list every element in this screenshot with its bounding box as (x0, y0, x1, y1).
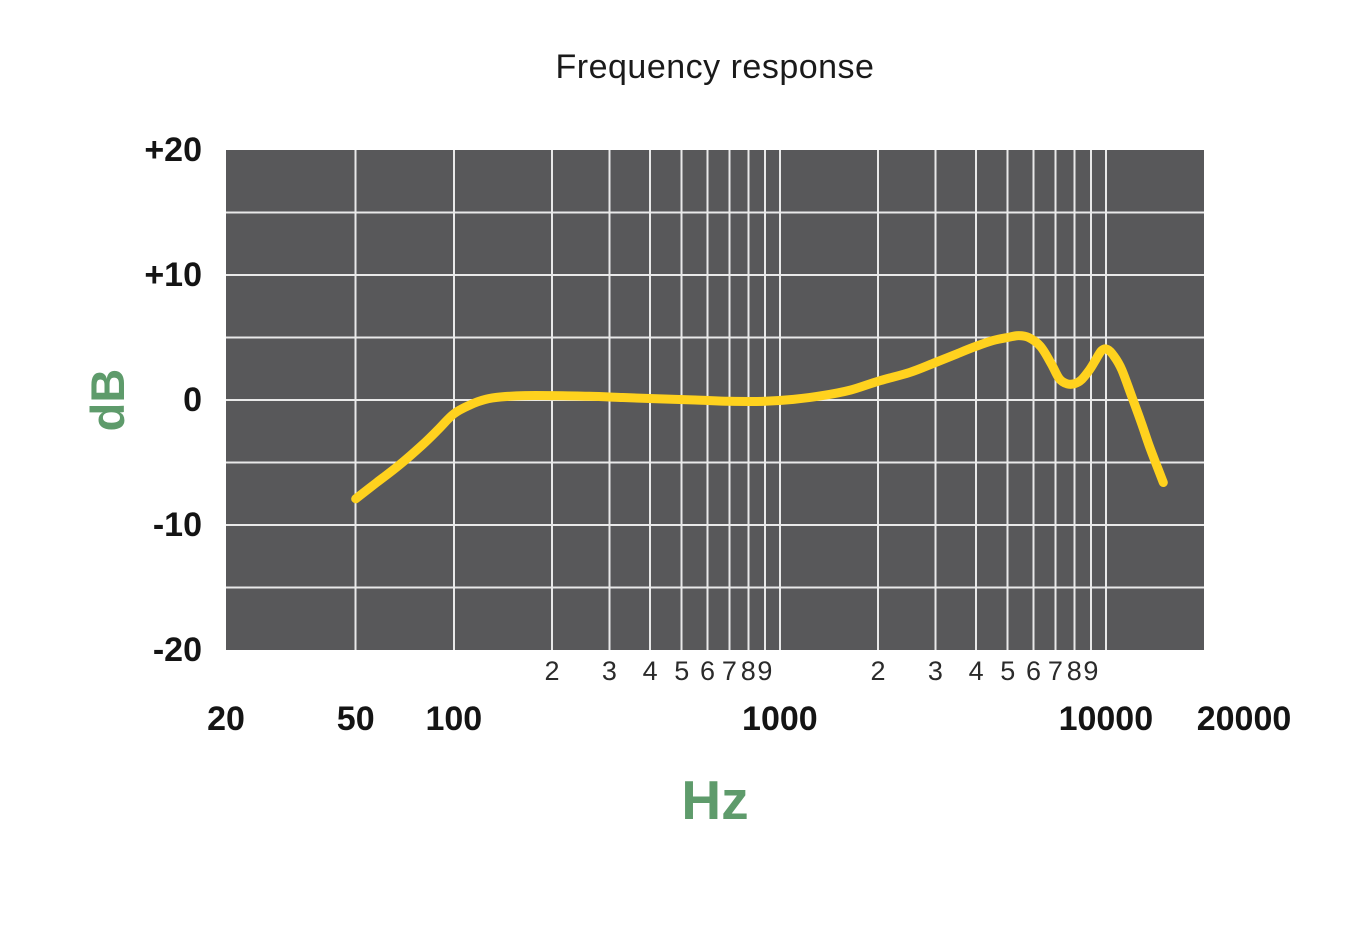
x-minor-tick-label: 7 (721, 656, 737, 686)
y-tick-label: +10 (144, 256, 202, 294)
x-axis-label: Hz (681, 769, 749, 831)
x-major-tick-label: 100 (425, 700, 483, 738)
x-minor-tick-label: 6 (700, 656, 716, 686)
x-major-tick-label: 10000 (1058, 700, 1154, 738)
x-minor-tick-label: 6 (1026, 656, 1042, 686)
x-minor-tick-label: 7 (1047, 656, 1063, 686)
x-minor-tick-label: 3 (927, 656, 943, 686)
chart-title: Frequency response (555, 48, 875, 86)
x-major-tick-label: 50 (336, 700, 375, 738)
y-tick-label: +20 (144, 131, 202, 169)
y-tick-label: 0 (183, 381, 202, 419)
x-minor-tick-label: 9 (1083, 656, 1099, 686)
frequency-response-curve (351, 331, 1168, 504)
x-minor-tick-label: 9 (757, 656, 773, 686)
x-minor-tick-label: 4 (968, 656, 984, 686)
x-minor-tick-label: 8 (1066, 656, 1082, 686)
y-tick-label: -20 (152, 631, 202, 669)
x-major-tick-label: 1000 (742, 700, 818, 738)
x-minor-tick-label: 2 (544, 656, 560, 686)
x-minor-tick-label: 4 (642, 656, 658, 686)
x-minor-tick-label: 5 (1000, 656, 1016, 686)
x-major-tick-label: 20000 (1196, 700, 1292, 738)
y-tick-label: -10 (152, 506, 202, 544)
x-minor-tick-label: 2 (870, 656, 886, 686)
x-major-tick-label: 20 (207, 700, 245, 738)
x-minor-tick-label: 5 (674, 656, 690, 686)
x-minor-tick-label: 8 (740, 656, 756, 686)
x-minor-tick-label: 3 (601, 656, 617, 686)
